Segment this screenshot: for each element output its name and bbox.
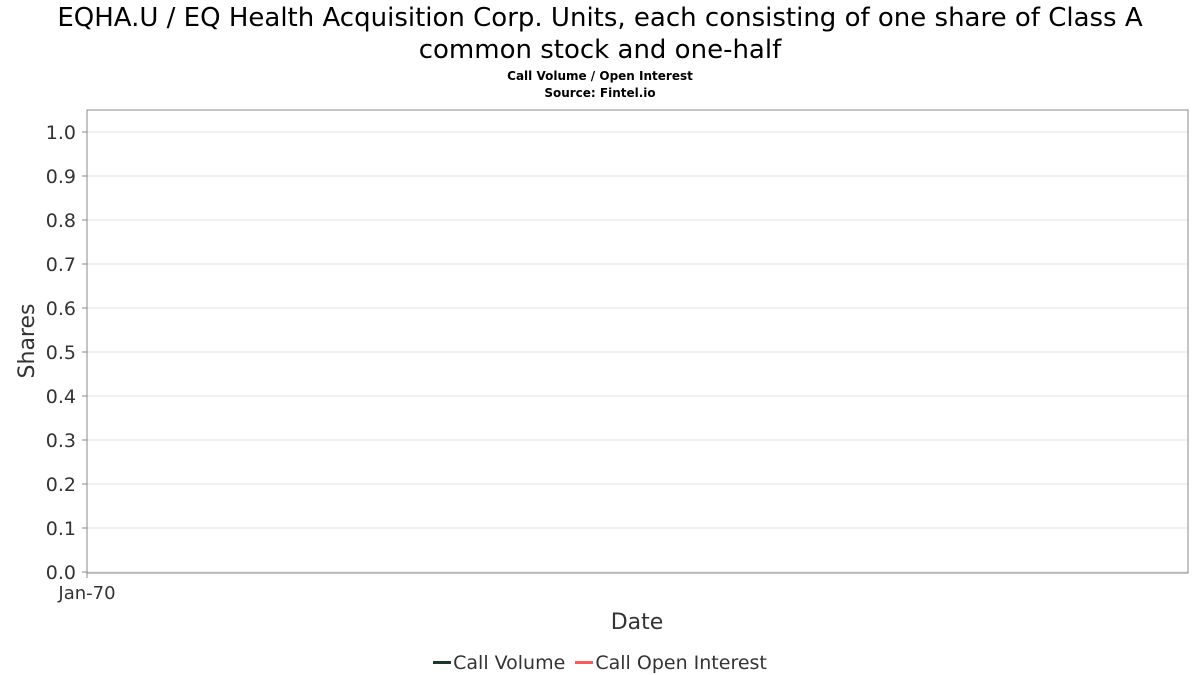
legend-item-call-open-interest[interactable]: Call Open Interest [575,652,767,674]
chart-subtitle: Call Volume / Open Interest [507,69,693,83]
legend-label-call-open-interest: Call Open Interest [595,651,767,674]
legend-swatch-call-volume [433,661,452,664]
y-tick-label: 0.4 [46,386,76,408]
y-tick-label: 1.0 [46,122,76,144]
y-tick-label: 0.7 [46,254,76,276]
y-tick-label: 0.5 [46,342,76,364]
legend: Call Volume Call Open Interest [0,647,1200,674]
y-tick-label: 0.9 [46,166,76,188]
x-axis-label: Date [611,610,664,635]
legend-label-call-volume: Call Volume [453,651,566,674]
y-tick-label: 0.8 [46,210,76,232]
chart-title: EQHA.U / EQ Health Acquisition Corp. Uni… [57,3,1143,33]
y-tick-label: 0.6 [46,298,76,320]
x-axis-ticks: Jan-70 [57,573,116,604]
plot-frame [86,109,1189,574]
grid-lines [87,131,1188,573]
chart-source: Source: Fintel.io [544,86,656,100]
y-axis-label: Shares [15,304,40,379]
x-tick-label: Jan-70 [57,583,115,604]
legend-item-call-volume[interactable]: Call Volume [433,652,565,674]
y-tick-label: 0.1 [46,518,76,540]
y-axis-ticks: 0.0 0.1 0.2 0.3 0.4 0.5 0.6 0.7 0.8 0.9 1.0 [46,122,87,584]
y-tick-label: 0.3 [46,430,76,452]
y-tick-label: 0.0 [46,562,76,584]
legend-swatch-call-open-interest [575,661,594,664]
chart-title-line2: common stock and one-half [418,35,782,65]
y-tick-label: 0.2 [46,474,76,496]
